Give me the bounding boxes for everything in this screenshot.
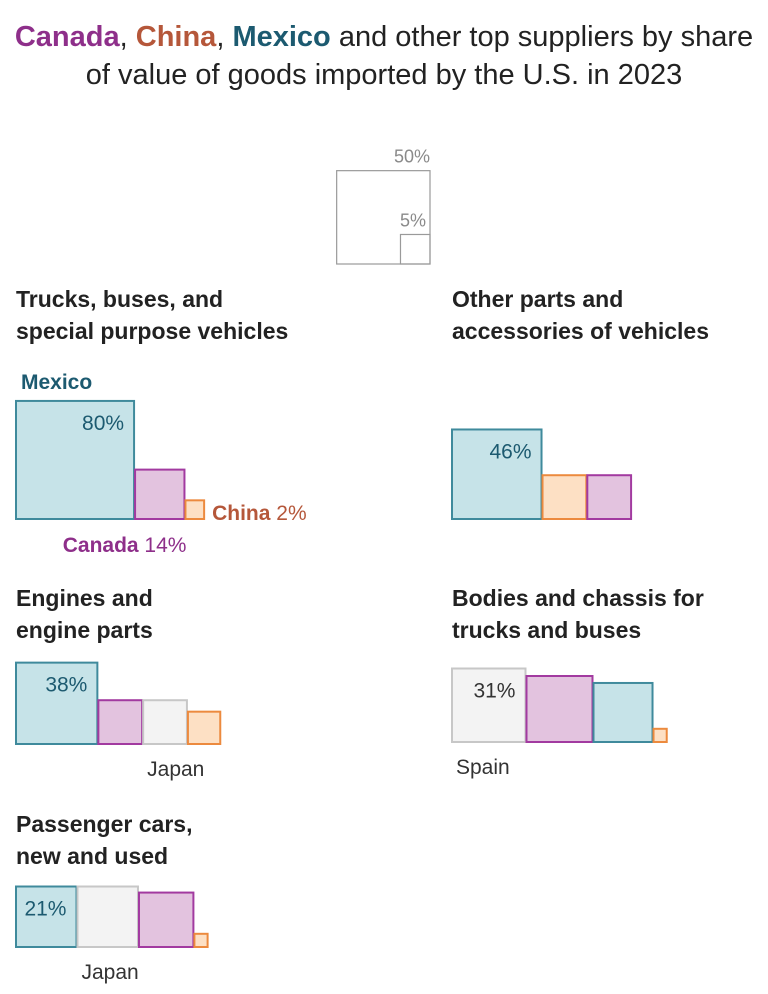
title-mexico: Mexico <box>232 21 331 53</box>
country-share-canada-0: 14% <box>139 534 187 557</box>
square-canada-2 <box>97 699 144 746</box>
share-label-mexico-1: 46% <box>489 440 531 463</box>
country-name-canada-0: Canada <box>63 534 139 557</box>
title-canada: Canada <box>14 21 120 53</box>
square-canada-1 <box>586 474 633 520</box>
square-canada-0 <box>134 468 186 520</box>
square-china-0 <box>184 499 206 520</box>
title-china: China <box>135 21 217 53</box>
panel-title-1-line-1: accessories of vehicles <box>452 318 709 344</box>
title-rest: and other top suppliers by share of valu… <box>85 21 754 91</box>
panel-title-1-line-0: Other parts and <box>452 286 623 312</box>
panel-title-2-line-1: engine parts <box>16 617 153 643</box>
panel-title-3-line-0: Bodies and chassis for <box>452 585 704 611</box>
title-sep1: , <box>119 21 136 53</box>
square-china-2 <box>186 710 222 746</box>
below-label-japan-4: Japan <box>81 961 138 984</box>
square-mexico-2 <box>15 661 99 746</box>
panel-title-4-line-0: Passenger cars, <box>16 811 192 837</box>
panel-title-0-line-1: special purpose vehicles <box>16 318 288 344</box>
below-label-japan-2: Japan <box>147 758 204 781</box>
square-mexico-4 <box>15 885 78 949</box>
square-mexico-3 <box>592 681 654 744</box>
share-label-mexico-2: 38% <box>45 674 87 697</box>
country-label-mexico-0: Mexico <box>21 371 92 394</box>
panel-title-3-line-1: trucks and buses <box>452 617 641 643</box>
legend-label-5: 5% <box>400 210 426 230</box>
square-canada-4 <box>137 891 195 949</box>
title-sep2: , <box>216 21 233 53</box>
chart-title: Canada, China, Mexico and other top supp… <box>0 18 768 94</box>
share-label-spain-3: 31% <box>473 680 515 703</box>
square-china-3 <box>652 727 668 743</box>
country-name-china-0: China <box>212 502 271 525</box>
legend-label-50: 50% <box>394 147 430 167</box>
country-share-label-canada-0: Canada 14% <box>63 534 187 557</box>
country-share-label-china-0: China 2% <box>212 502 307 525</box>
square-canada-3 <box>525 675 594 743</box>
below-label-spain-3: Spain <box>456 756 510 779</box>
square-mexico-0 <box>15 399 136 520</box>
square-japan-2 <box>142 699 188 746</box>
share-label-mexico-0: 80% <box>82 412 124 435</box>
legend-square-50 <box>336 170 431 265</box>
square-china-4 <box>193 932 209 948</box>
panel-title-0-line-0: Trucks, buses, and <box>16 286 223 312</box>
country-share-china-0: 2% <box>270 502 306 525</box>
share-label-mexico-4: 21% <box>24 898 66 921</box>
panel-title-2-line-0: Engines and <box>16 585 153 611</box>
panel-title-4-line-1: new and used <box>16 843 168 869</box>
legend-square-5 <box>399 233 431 265</box>
square-china-1 <box>541 474 588 520</box>
square-japan-4 <box>76 885 139 949</box>
